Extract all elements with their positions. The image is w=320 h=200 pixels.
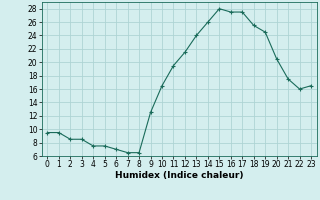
X-axis label: Humidex (Indice chaleur): Humidex (Indice chaleur)	[115, 171, 244, 180]
